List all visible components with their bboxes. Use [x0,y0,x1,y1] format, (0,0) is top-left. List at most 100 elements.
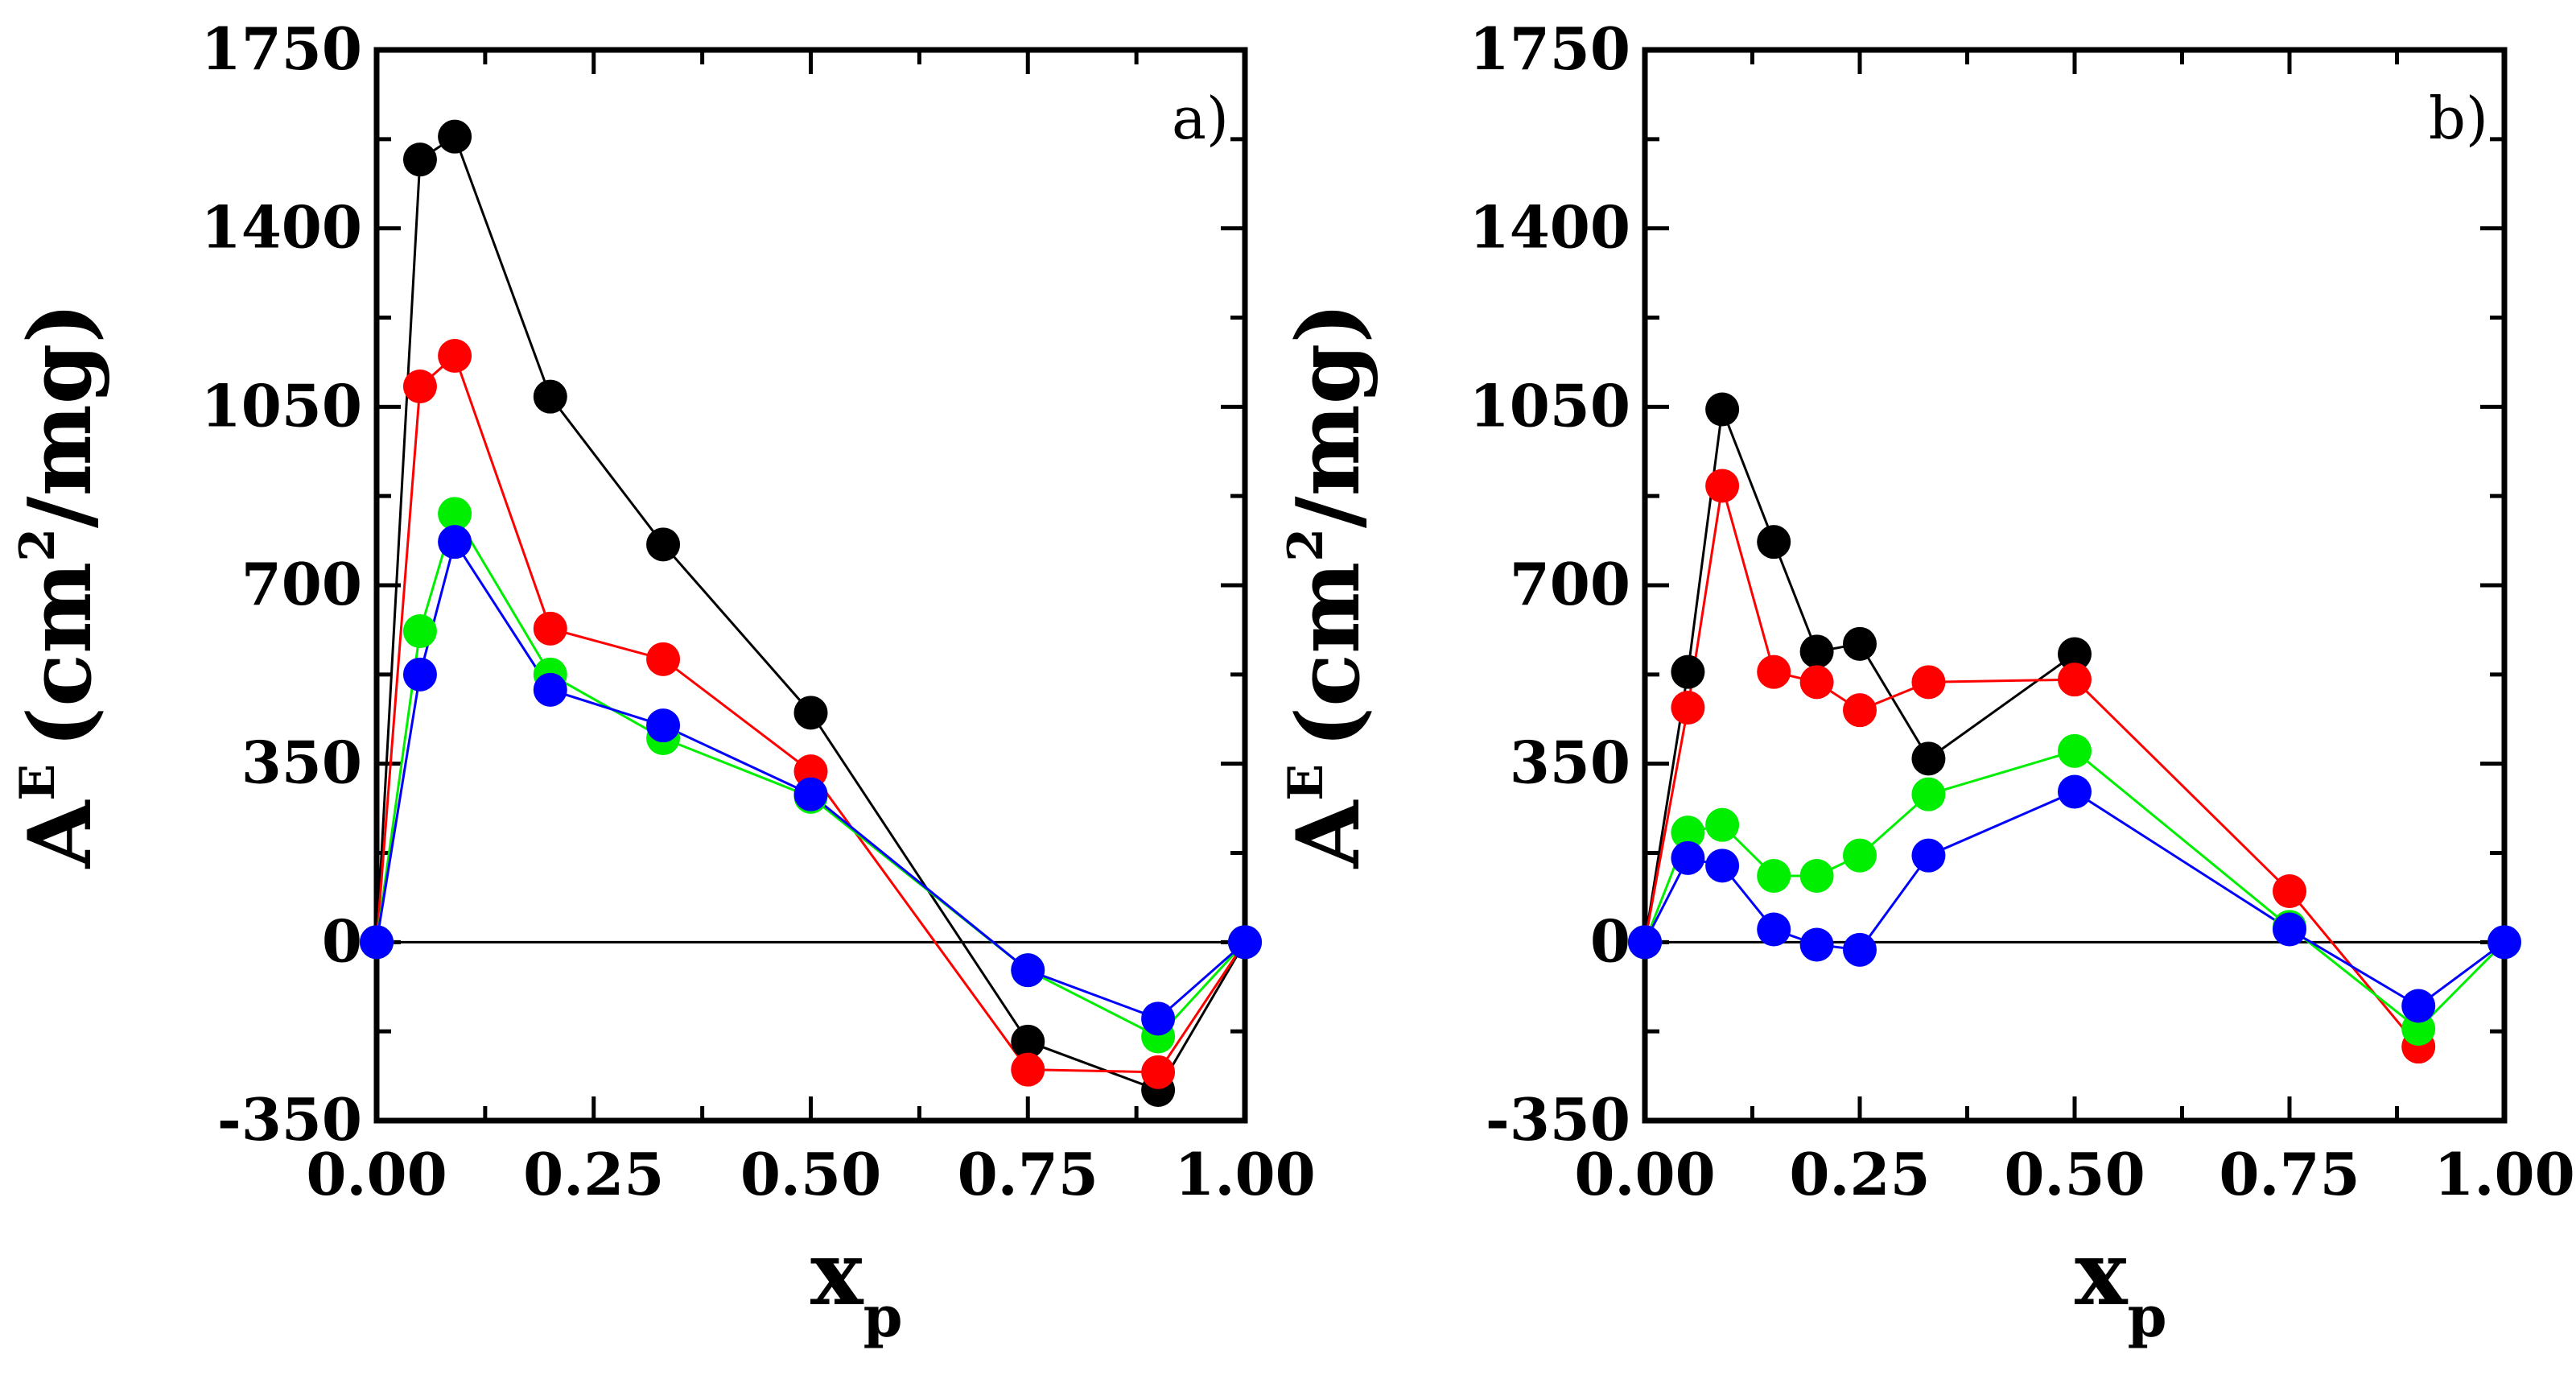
data-point-black [793,696,828,730]
y-tick-label: 350 [1510,729,1630,797]
y-axis-title-units: (cm [10,562,111,748]
y-tick-label: -350 [1486,1085,1630,1154]
x-tick-label: 0.00 [1574,1140,1715,1208]
data-point-red [1705,469,1740,503]
y-axis-title: AE (cm2/mg) [10,303,111,869]
y-axis-title-units-superscript: 2 [1278,528,1334,562]
x-axis-title: xp [2075,1221,2167,1350]
y-tick-label: 1750 [201,14,362,83]
data-point-red [402,370,437,403]
series-line-blue [1643,790,2505,1008]
data-point-blue [533,672,567,707]
y-tick-label: 1400 [201,193,362,262]
data-point-blue [2487,925,2521,960]
data-point-green [438,497,472,531]
plot-frame [1642,47,2508,1124]
x-axis-title-main: x [2075,1221,2129,1325]
x-tick-label: 0.75 [2219,1140,2360,1208]
data-point-blue [1228,925,1262,960]
data-point-blue [2401,989,2436,1023]
x-tick-label: 0.50 [2004,1140,2145,1208]
data-point-blue [1843,932,1877,967]
data-point-blue [1911,838,1946,873]
y-axis-title-main: A [1278,799,1379,869]
y-axis-title-superscript: E [1278,764,1334,801]
data-point-black [1757,525,1791,559]
panel-b: 0.00 0.25 0.50 0.75 1.00 -350 0 350 700 1050 1400 1… [1278,14,2575,1350]
data-point-blue [1671,840,1705,875]
data-point-black [1705,392,1740,427]
data-point-red [533,611,567,646]
data-point-green [1705,807,1740,842]
y-tick-label: 700 [1510,550,1630,618]
data-point-black [1843,626,1877,661]
panel-label: b) [2429,85,2488,152]
data-point-red [1799,665,1834,700]
data-point-green [1911,777,1946,811]
data-point-blue [1011,953,1045,988]
y-tick-label: -350 [217,1085,362,1154]
y-tick-label: 350 [241,729,362,797]
y-tick-label: 1750 [1469,14,1630,83]
series-line-black [1643,408,2075,943]
data-point-red [438,339,472,373]
data-point-green [1757,859,1791,893]
data-point-blue [1757,912,1791,947]
y-axis-title-main: A [10,799,111,869]
x-tick-label: 0.00 [306,1140,447,1208]
x-axis-title: xp [810,1221,903,1350]
panel-a: 0.00 0.25 0.50 0.75 1.00 -350 0 350 700 1050 1400 1… [10,14,1316,1350]
data-point-black [2058,637,2092,671]
x-tick-label: 0.50 [740,1140,881,1208]
y-axis-title: AE (cm2/mg) [1278,303,1379,869]
data-point-blue [360,925,394,960]
data-point-red [1757,654,1791,689]
data-point-red [1843,693,1877,728]
data-point-black [1671,654,1705,689]
data-point-red [1011,1052,1045,1087]
data-point-red [2273,874,2306,908]
data-point-blue [1799,927,1834,962]
x-axis-title-subscript: p [2128,1283,2167,1350]
y-tick-label: 0 [1590,906,1630,975]
data-point-black [646,527,681,562]
plot-frame [373,47,1248,1124]
data-point-blue [646,708,681,743]
data-point-green [1843,838,1877,873]
data-point-green [2058,733,2092,768]
x-tick-label: 0.25 [1789,1140,1930,1208]
data-point-blue [438,525,472,559]
data-point-black [533,379,567,414]
data-point-black [438,119,472,154]
y-tick-label: 700 [241,550,362,618]
data-point-black [1799,634,1834,669]
y-tick-label: 1050 [201,371,362,440]
data-point-blue [1705,849,1740,883]
x-axis-title-main: x [810,1221,864,1325]
data-point-blue [1628,925,1662,960]
data-point-green [1799,859,1834,893]
data-point-red [1911,665,1946,700]
x-axis-title-subscript: p [863,1283,903,1350]
data-point-blue [793,777,828,811]
y-axis-title-units: (cm [1278,562,1379,748]
data-point-green [1671,816,1705,850]
data-point-red [1671,691,1705,725]
data-point-black [402,142,437,177]
data-point-red [2058,663,2092,697]
data-point-blue [2058,774,2092,809]
y-tick-label: 1400 [1469,193,1630,262]
data-point-blue [2273,912,2306,947]
y-tick-label: 0 [322,906,362,975]
y-axis-title-units-superscript: 2 [10,528,66,562]
data-point-green [402,614,437,648]
data-point-red [1141,1055,1176,1089]
x-tick-label: 1.00 [1174,1140,1315,1208]
data-point-black [1911,741,1946,776]
data-point-red [646,642,681,676]
y-tick-label: 1050 [1469,371,1630,440]
y-axis-title-superscript: E [10,764,66,801]
data-point-black [1011,1024,1045,1059]
data-point-blue [1141,1001,1176,1036]
data-point-blue [402,657,437,692]
